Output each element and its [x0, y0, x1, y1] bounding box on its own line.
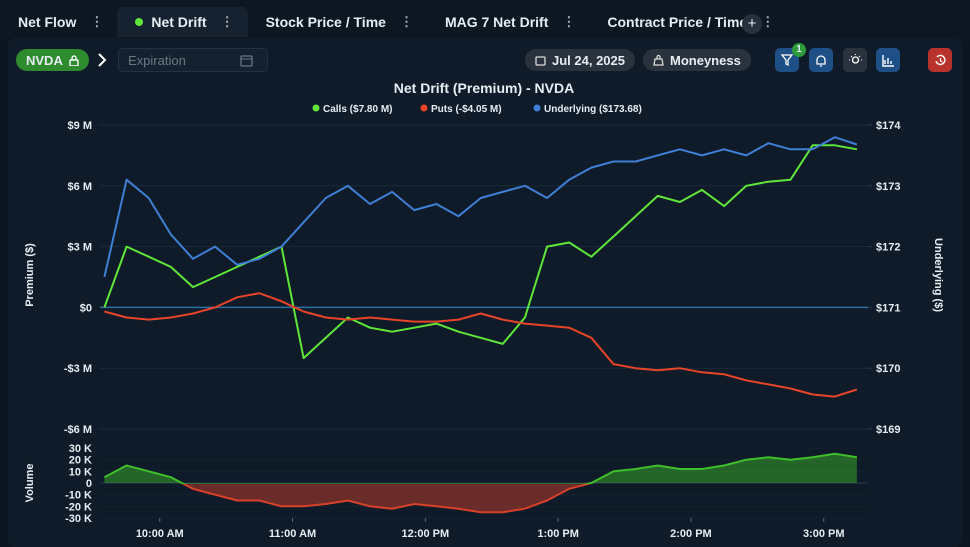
series-line: [104, 292, 858, 398]
y-tick-label: $3 M: [68, 242, 92, 254]
tab-bar: Net Flow ⋮ Net Drift ⋮ Stock Price / Time ⋮ MA…: [0, 0, 970, 38]
lock-icon: [69, 54, 79, 66]
y-axis-label: Premium ($): [24, 243, 36, 307]
volume-line: [181, 484, 592, 514]
filter-badge: 1: [792, 43, 806, 57]
expiration-placeholder: Expiration: [128, 53, 186, 68]
volume-tick-label: -10 K: [65, 490, 92, 502]
reset-button[interactable]: [928, 48, 952, 72]
x-tick-label: 2:00 PM: [670, 528, 712, 540]
bulb-icon: [848, 53, 862, 64]
tab-menu[interactable]: ⋮: [220, 14, 234, 29]
x-tick-label: 10:00 AM: [136, 528, 184, 540]
reset-icon: [934, 54, 946, 65]
bag-icon: [653, 54, 664, 66]
tab[interactable]: Net Flow ⋮: [0, 7, 117, 37]
tab[interactable]: Net Drift ⋮: [117, 7, 248, 37]
volume-tick-label: 20 K: [69, 455, 92, 467]
x-tick-label: 1:00 PM: [537, 528, 579, 540]
tab-label: Contract Price / Time: [607, 14, 748, 30]
volume-area: [183, 484, 588, 513]
chart-title: Net Drift (Premium) - NVDA: [394, 80, 574, 96]
volume-tick-label: -20 K: [65, 501, 92, 513]
moneyness: Moneyness: [670, 52, 741, 68]
volume-tick-label: 30 K: [69, 443, 92, 455]
volume-axis-label: Volume: [24, 464, 36, 503]
volume-tick-label: 0: [86, 478, 92, 490]
date-pill[interactable]: Jul 24, 2025: [525, 49, 635, 71]
date: Jul 24, 2025: [552, 52, 625, 68]
tab-menu[interactable]: ⋮: [761, 14, 775, 29]
legend-label: Calls ($7.80 M): [323, 104, 392, 115]
ticker: NVDA: [26, 52, 63, 68]
tab[interactable]: Contract Price / Time ⋮: [589, 7, 788, 37]
legend-label: Puts (-$4.05 M): [431, 104, 502, 115]
chart-icon: [881, 54, 894, 67]
y2-tick-label: $171: [876, 302, 900, 314]
moneyness-pill[interactable]: Moneyness: [643, 49, 751, 71]
panel: [8, 38, 962, 547]
tab-label: MAG 7 Net Drift: [444, 14, 549, 30]
alert-button[interactable]: [809, 48, 833, 72]
tab-label: Net Flow: [18, 14, 77, 30]
x-tick-label: 12:00 PM: [401, 528, 449, 540]
y2-axis-label: Underlying ($): [932, 238, 944, 312]
tab-menu[interactable]: ⋮: [90, 14, 104, 29]
volume-line: [103, 452, 858, 484]
y-tick-label: $9 M: [68, 120, 92, 132]
calendar-icon: [240, 55, 253, 67]
y2-tick-label: $174: [876, 120, 901, 132]
legend-swatch: [420, 104, 428, 112]
filter-icon: [781, 54, 793, 66]
series-line: [103, 136, 858, 278]
legend-swatch: [533, 104, 541, 112]
tab-label: Net Drift: [151, 14, 207, 30]
volume-tick-label: -30 K: [65, 513, 92, 525]
y-tick-label: $6 M: [68, 181, 92, 193]
x-tick-label: 3:00 PM: [803, 528, 845, 540]
ticker-pill[interactable]: NVDA: [16, 49, 89, 71]
chart-button[interactable]: [876, 48, 900, 72]
legend-label: Underlying ($173.68): [544, 104, 642, 115]
y2-tick-label: $170: [876, 363, 900, 375]
tab[interactable]: Stock Price / Time ⋮: [248, 7, 427, 37]
volume-area: [104, 453, 857, 484]
legend-swatch: [312, 104, 320, 112]
y-tick-label: -$3 M: [64, 363, 92, 375]
calendar-icon: [535, 55, 546, 66]
y2-tick-label: $172: [876, 242, 900, 254]
add-tab[interactable]: +: [742, 14, 762, 34]
y2-tick-label: $169: [876, 424, 900, 436]
tab-menu[interactable]: ⋮: [399, 14, 413, 29]
active-dot: [135, 18, 144, 26]
theme-button[interactable]: [843, 48, 867, 72]
y-tick-label: -$6 M: [64, 424, 92, 436]
x-tick-label: 11:00 AM: [269, 528, 316, 540]
bell-icon: [816, 54, 826, 67]
y-tick-label: $0: [80, 302, 92, 314]
volume-tick-label: 10 K: [69, 466, 92, 478]
tab-menu[interactable]: ⋮: [562, 14, 576, 29]
expiration-input[interactable]: Expiration: [118, 48, 268, 72]
tab-label: Stock Price / Time: [265, 14, 386, 30]
y2-tick-label: $173: [876, 181, 900, 193]
chevron[interactable]: [97, 53, 107, 67]
series-line: [103, 144, 858, 360]
tab[interactable]: MAG 7 Net Drift ⋮: [427, 7, 589, 37]
